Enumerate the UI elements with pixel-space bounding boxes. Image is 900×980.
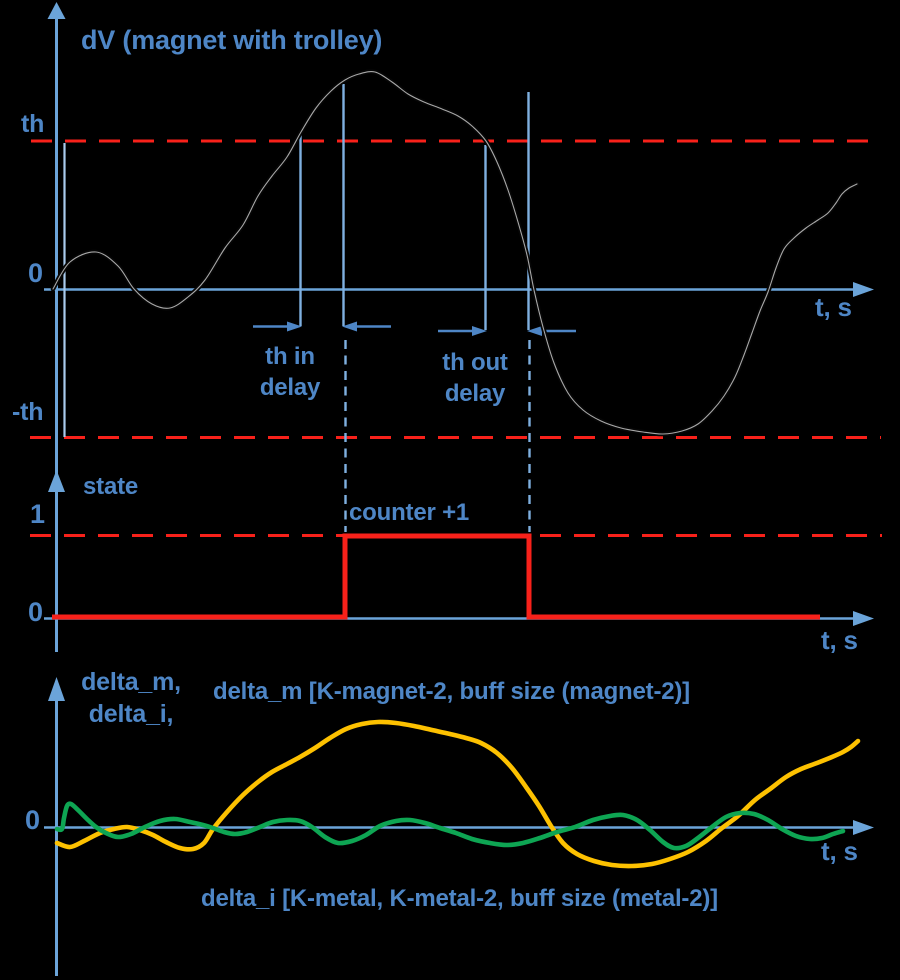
delta-y-axis-label-line1: delta_m, — [81, 668, 181, 696]
state-x-axis-arrow-icon — [853, 611, 874, 626]
dv-t-axis-label: t, s — [815, 292, 852, 322]
state-step-curve — [52, 533, 820, 620]
dv-zero-label: 0 — [28, 258, 43, 288]
th-in-delay-line2: delay — [259, 374, 321, 401]
delta-m-title: delta_m [K-magnet-2, buff size (magnet-2… — [213, 678, 690, 705]
state-axis-label: state — [83, 473, 139, 500]
delta-m-curve — [54, 719, 861, 869]
delta-i-title: delta_i [K-metal, K-metal-2, buff size (… — [201, 885, 718, 912]
th-out-arrow-left-icon — [527, 326, 542, 336]
th-in-delay-annotation: th in delay — [240, 341, 340, 403]
dv-y-axis-arrow-icon — [47, 2, 66, 19]
dv-title: dV (magnet with trolley) — [81, 25, 383, 55]
delta-i-curve — [54, 801, 846, 851]
delta-y-axis-label: delta_m, delta_i, — [64, 666, 198, 730]
th-out-arrow-right-icon — [472, 326, 487, 336]
th-in-arrow-left-icon — [342, 321, 357, 332]
th-out-delay-line1: th out — [442, 349, 508, 376]
dv-x-axis-arrow-icon — [853, 282, 874, 297]
state-zero-label: 0 — [28, 597, 43, 627]
dv-signal-curve-core — [52, 71, 858, 435]
delta-y-axis-label-line2: delta_i, — [88, 700, 174, 728]
th-out-delay-annotation: th out delay — [425, 347, 525, 409]
th-out-delay-line2: delay — [444, 380, 506, 407]
th-in-arrow-right-icon — [287, 321, 302, 332]
state-one-label: 1 — [30, 499, 45, 529]
state-y-axis-arrow-icon — [48, 470, 65, 492]
delta-t-axis-label: t, s — [821, 836, 858, 866]
counter-annotation: counter +1 — [349, 499, 470, 526]
th-label: th — [21, 110, 45, 138]
neg-th-label: -th — [12, 398, 44, 426]
state-t-axis-label: t, s — [821, 625, 858, 655]
th-in-delay-line1: th in — [265, 343, 315, 370]
delta-x-axis-arrow-icon — [853, 820, 874, 835]
delta-zero-label: 0 — [25, 805, 40, 835]
delta-y-axis-arrow-icon — [48, 677, 65, 701]
